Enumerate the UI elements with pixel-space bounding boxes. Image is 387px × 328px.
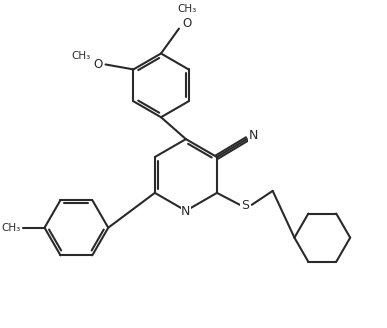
Text: CH₃: CH₃ (1, 223, 20, 233)
Text: N: N (249, 129, 259, 142)
Text: S: S (241, 199, 249, 212)
Text: N: N (181, 205, 190, 218)
Text: CH₃: CH₃ (71, 51, 90, 61)
Text: O: O (93, 58, 102, 71)
Text: CH₃: CH₃ (177, 4, 197, 14)
Text: O: O (182, 17, 192, 30)
